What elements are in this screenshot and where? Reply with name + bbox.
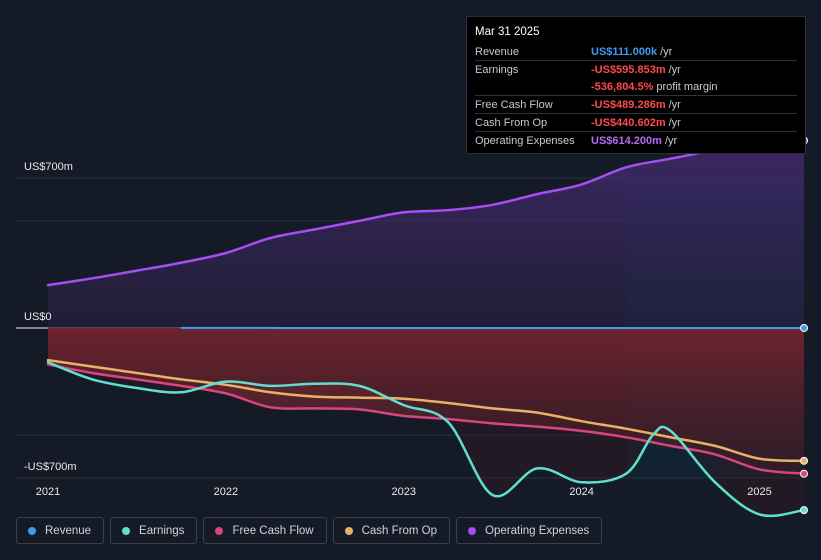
x-axis-labels: 2021 2022 2023 2024 2025 [36, 486, 772, 498]
tooltip-row-operating-expenses: Operating Expenses US$614.200m /yr [475, 131, 797, 149]
tooltip-label: Earnings [475, 63, 519, 76]
legend-label: Cash From Op [361, 524, 438, 537]
y-tick-label: -US$700m [24, 461, 77, 473]
tooltip-panel: Mar 31 2025 Revenue US$111.000k /yr Earn… [466, 16, 806, 154]
tooltip-row-free-cash-flow: Free Cash Flow -US$489.286m /yr [475, 95, 797, 113]
tooltip-unit: profit margin [656, 80, 718, 93]
cash-from-op-line [46, 358, 806, 463]
tooltip-row-earnings: Earnings -US$595.853m /yr [475, 60, 797, 78]
tooltip-value: -US$440.602m [591, 116, 666, 129]
x-tick-label: 2024 [569, 486, 593, 498]
tooltip-value: US$614.200m [591, 134, 662, 147]
legend-label: Earnings [139, 524, 185, 537]
tooltip-label: Cash From Op [475, 116, 548, 129]
tooltip-value: -US$489.286m [591, 98, 666, 111]
tooltip-value: -US$595.853m [591, 63, 666, 76]
legend-item-revenue[interactable]: Revenue [16, 517, 105, 544]
legend-label: Operating Expenses [485, 524, 590, 537]
tooltip-label: Operating Expenses [475, 134, 575, 147]
y-axis-labels: US$700m US$0 -US$700m [24, 161, 77, 473]
tooltip-unit: /yr [664, 134, 678, 147]
tooltip-row-cash-from-op: Cash From Op -US$440.602m /yr [475, 113, 797, 131]
legend-item-free-cash-flow[interactable]: Free Cash Flow [203, 517, 327, 544]
legend-item-cash-from-op[interactable]: Cash From Op [332, 517, 451, 544]
tooltip-label: Revenue [475, 45, 520, 58]
legend-item-earnings[interactable]: Earnings [110, 517, 198, 544]
revenue-end-dot [800, 323, 808, 332]
legend-item-operating-expenses[interactable]: Operating Expenses [456, 517, 603, 544]
y-tick-label: US$0 [24, 311, 52, 323]
operating-expenses-area [48, 140, 804, 328]
cash-from-op-end-dot [800, 456, 808, 465]
operating-expenses-line [46, 139, 806, 287]
x-tick-label: 2021 [36, 486, 60, 498]
tooltip-label: Free Cash Flow [475, 98, 553, 111]
tooltip-unit: /yr [668, 63, 681, 76]
tooltip-row-revenue: Revenue US$111.000k /yr [475, 43, 797, 60]
series-lines [46, 139, 806, 518]
tooltip-unit: /yr [660, 45, 673, 58]
legend-dot-icon [122, 526, 131, 535]
x-tick-label: 2023 [392, 486, 416, 498]
legend-dot-icon [215, 526, 224, 535]
legend-label: Free Cash Flow [232, 524, 314, 537]
legend: Revenue Earnings Free Cash Flow Cash Fro… [16, 517, 603, 544]
x-tick-label: 2022 [214, 486, 238, 498]
tooltip-value: US$111.000k [591, 45, 658, 58]
tooltip-unit: /yr [668, 116, 681, 129]
earnings-area [48, 328, 804, 516]
free-cash-flow-line [46, 363, 806, 475]
legend-dot-icon [468, 526, 477, 535]
y-tick-label: US$700m [24, 161, 73, 173]
earnings-end-dot [800, 506, 808, 515]
earnings-line [46, 361, 806, 518]
x-tick-label: 2025 [747, 486, 771, 498]
legend-dot-icon [28, 526, 36, 535]
tooltip-value: -536,804.5% [591, 80, 654, 93]
legend-dot-icon [344, 526, 353, 535]
legend-label: Revenue [45, 524, 92, 537]
tooltip-row-profit-margin: -536,804.5% profit margin [475, 78, 797, 95]
tooltip-unit: /yr [668, 98, 681, 111]
tooltip-date: Mar 31 2025 [475, 26, 540, 38]
free-cash-flow-end-dot [800, 469, 808, 478]
